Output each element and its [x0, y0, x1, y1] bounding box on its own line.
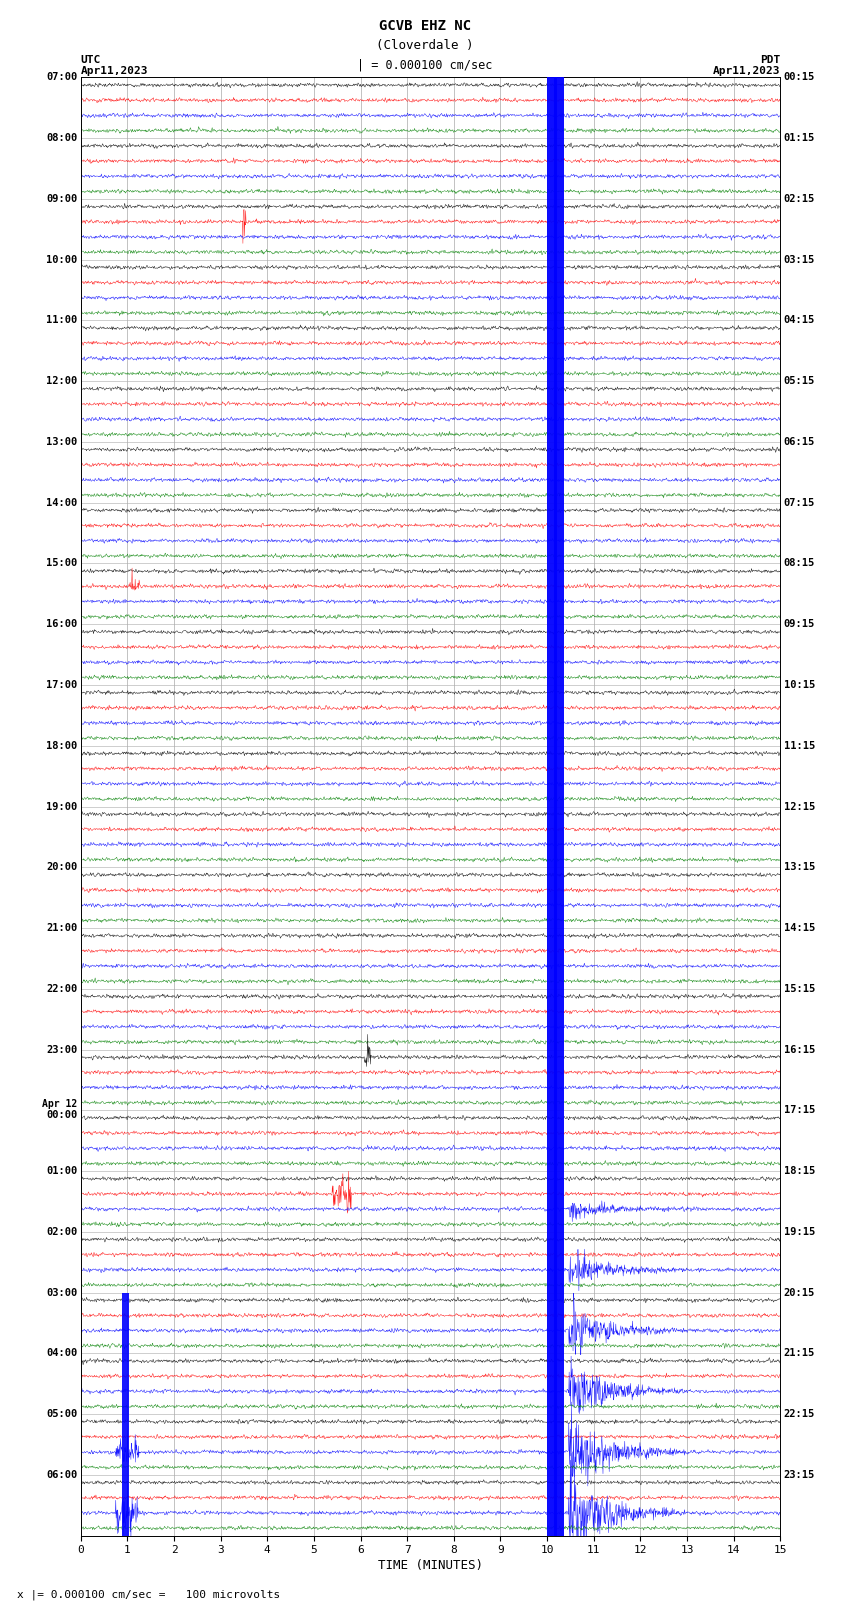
Text: 11:00: 11:00	[46, 316, 77, 326]
Text: 20:00: 20:00	[46, 863, 77, 873]
Text: 06:00: 06:00	[46, 1469, 77, 1479]
Text: 13:00: 13:00	[46, 437, 77, 447]
Text: 15:15: 15:15	[784, 984, 815, 994]
Text: Apr11,2023: Apr11,2023	[713, 66, 780, 76]
Bar	[547, 77, 564, 1536]
Text: 10:00: 10:00	[46, 255, 77, 265]
Text: 20:15: 20:15	[784, 1287, 815, 1297]
Text: 02:00: 02:00	[46, 1227, 77, 1237]
Text: 23:00: 23:00	[46, 1045, 77, 1055]
Text: x |= 0.000100 cm/sec =   100 microvolts: x |= 0.000100 cm/sec = 100 microvolts	[17, 1589, 280, 1600]
Bar	[553, 77, 558, 1536]
Text: 22:00: 22:00	[46, 984, 77, 994]
Text: 12:00: 12:00	[46, 376, 77, 386]
Text: 17:00: 17:00	[46, 681, 77, 690]
Text: 22:15: 22:15	[784, 1410, 815, 1419]
Text: 09:15: 09:15	[784, 619, 815, 629]
Text: 03:00: 03:00	[46, 1287, 77, 1297]
Text: 19:00: 19:00	[46, 802, 77, 811]
Text: 03:15: 03:15	[784, 255, 815, 265]
Text: UTC: UTC	[81, 55, 101, 65]
Text: 00:15: 00:15	[784, 73, 815, 82]
Text: 07:15: 07:15	[784, 498, 815, 508]
Text: (Cloverdale ): (Cloverdale )	[377, 39, 473, 52]
Text: 08:00: 08:00	[46, 134, 77, 144]
Text: 23:15: 23:15	[784, 1469, 815, 1479]
Text: 05:15: 05:15	[784, 376, 815, 386]
Text: 21:00: 21:00	[46, 923, 77, 932]
Text: 02:15: 02:15	[784, 194, 815, 203]
Text: 10:15: 10:15	[784, 681, 815, 690]
Text: 08:15: 08:15	[784, 558, 815, 568]
Text: 19:15: 19:15	[784, 1227, 815, 1237]
Text: 09:00: 09:00	[46, 194, 77, 203]
Text: 18:00: 18:00	[46, 740, 77, 750]
Text: 01:15: 01:15	[784, 134, 815, 144]
Text: 05:00: 05:00	[46, 1410, 77, 1419]
Text: 11:15: 11:15	[784, 740, 815, 750]
Text: 14:00: 14:00	[46, 498, 77, 508]
Text: 16:15: 16:15	[784, 1045, 815, 1055]
Text: 06:15: 06:15	[784, 437, 815, 447]
Text: 17:15: 17:15	[784, 1105, 815, 1115]
Text: 21:15: 21:15	[784, 1348, 815, 1358]
Text: 16:00: 16:00	[46, 619, 77, 629]
Text: 04:00: 04:00	[46, 1348, 77, 1358]
Text: PDT: PDT	[760, 55, 780, 65]
Text: 18:15: 18:15	[784, 1166, 815, 1176]
Text: Apr11,2023: Apr11,2023	[81, 66, 148, 76]
Bar	[122, 1292, 129, 1536]
Text: 14:15: 14:15	[784, 923, 815, 932]
Text: GCVB EHZ NC: GCVB EHZ NC	[379, 19, 471, 34]
Text: 04:15: 04:15	[784, 316, 815, 326]
X-axis label: TIME (MINUTES): TIME (MINUTES)	[378, 1560, 483, 1573]
Text: Apr 12: Apr 12	[42, 1098, 77, 1108]
Text: | = 0.000100 cm/sec: | = 0.000100 cm/sec	[357, 58, 493, 71]
Text: 15:00: 15:00	[46, 558, 77, 568]
Text: 12:15: 12:15	[784, 802, 815, 811]
Text: 13:15: 13:15	[784, 863, 815, 873]
Text: 00:00: 00:00	[46, 1110, 77, 1119]
Text: 07:00: 07:00	[46, 73, 77, 82]
Text: 01:00: 01:00	[46, 1166, 77, 1176]
